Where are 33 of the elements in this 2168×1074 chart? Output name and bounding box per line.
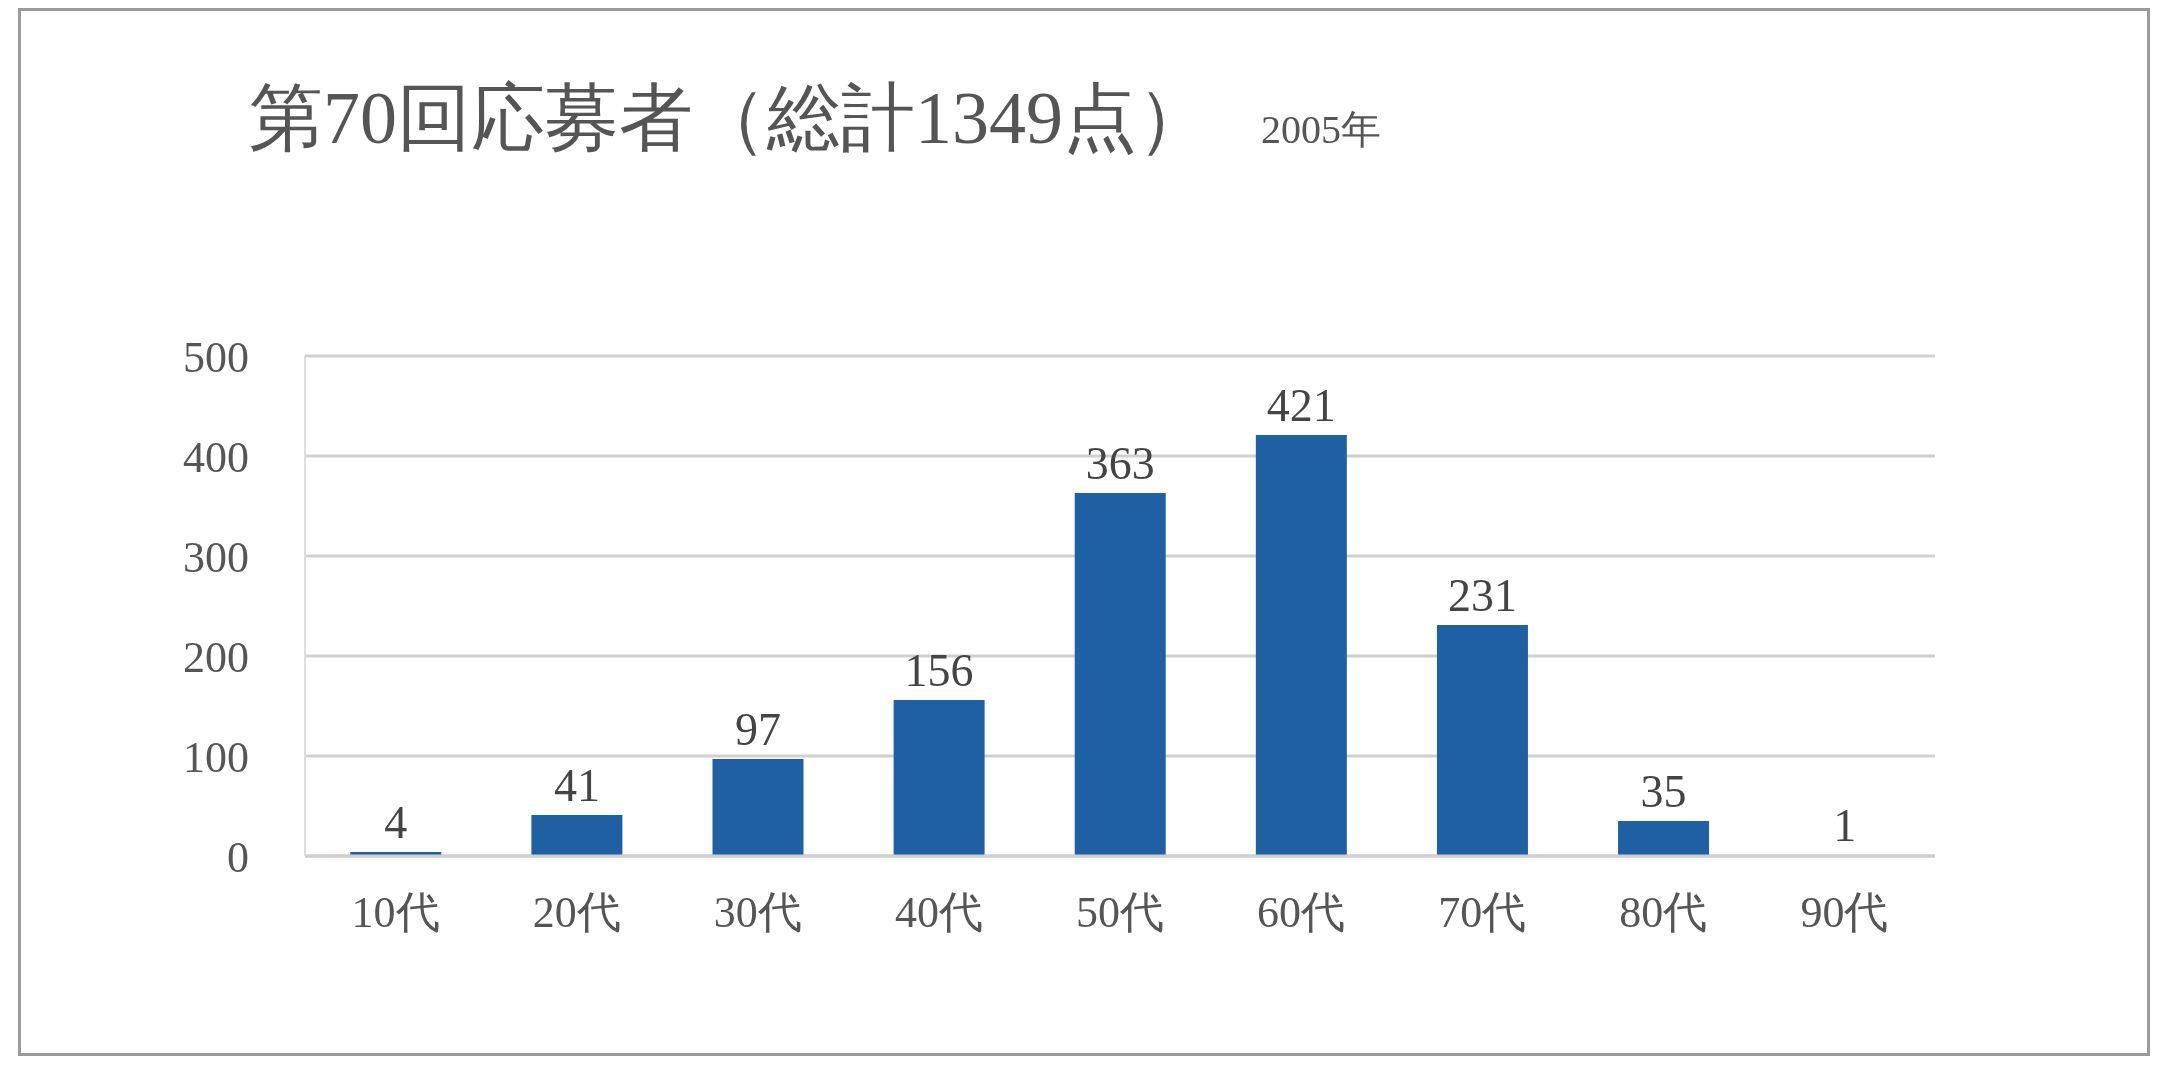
chart-title: 第70回応募者（総計1349点） <box>249 76 1211 161</box>
bar <box>1618 821 1710 856</box>
bar <box>712 759 804 856</box>
bar <box>1436 625 1528 856</box>
x-tick-label: 70代 <box>1438 888 1527 938</box>
x-tick-label: 60代 <box>1257 888 1346 938</box>
x-tick-label: 80代 <box>1619 888 1708 938</box>
y-tick-label: 200 <box>183 632 249 682</box>
x-tick-label: 20代 <box>532 888 621 938</box>
y-tick-label: 0 <box>227 832 249 882</box>
y-tick-label: 300 <box>183 532 249 582</box>
data-label: 1 <box>1833 800 1857 851</box>
bar <box>1074 493 1166 856</box>
x-tick-label: 30代 <box>713 888 802 938</box>
y-tick-label: 100 <box>183 732 249 782</box>
bar <box>1255 435 1347 856</box>
data-label: 35 <box>1640 766 1687 817</box>
data-label: 97 <box>735 704 781 755</box>
data-label: 421 <box>1266 380 1336 431</box>
x-tick-label: 40代 <box>894 888 983 938</box>
data-label: 41 <box>553 760 600 811</box>
x-tick-label: 90代 <box>1800 888 1889 938</box>
data-label: 156 <box>904 645 974 696</box>
y-tick-label: 400 <box>183 432 249 482</box>
data-label: 363 <box>1085 438 1155 489</box>
x-tick-label: 50代 <box>1076 888 1164 938</box>
y-tick-label: 500 <box>183 332 249 382</box>
chart-subtitle: 2005年 <box>1261 106 1381 154</box>
data-label: 231 <box>1447 570 1517 621</box>
data-label: 4 <box>384 797 408 848</box>
bar <box>893 700 985 856</box>
bar <box>531 815 623 856</box>
x-tick-label: 10代 <box>351 888 440 938</box>
